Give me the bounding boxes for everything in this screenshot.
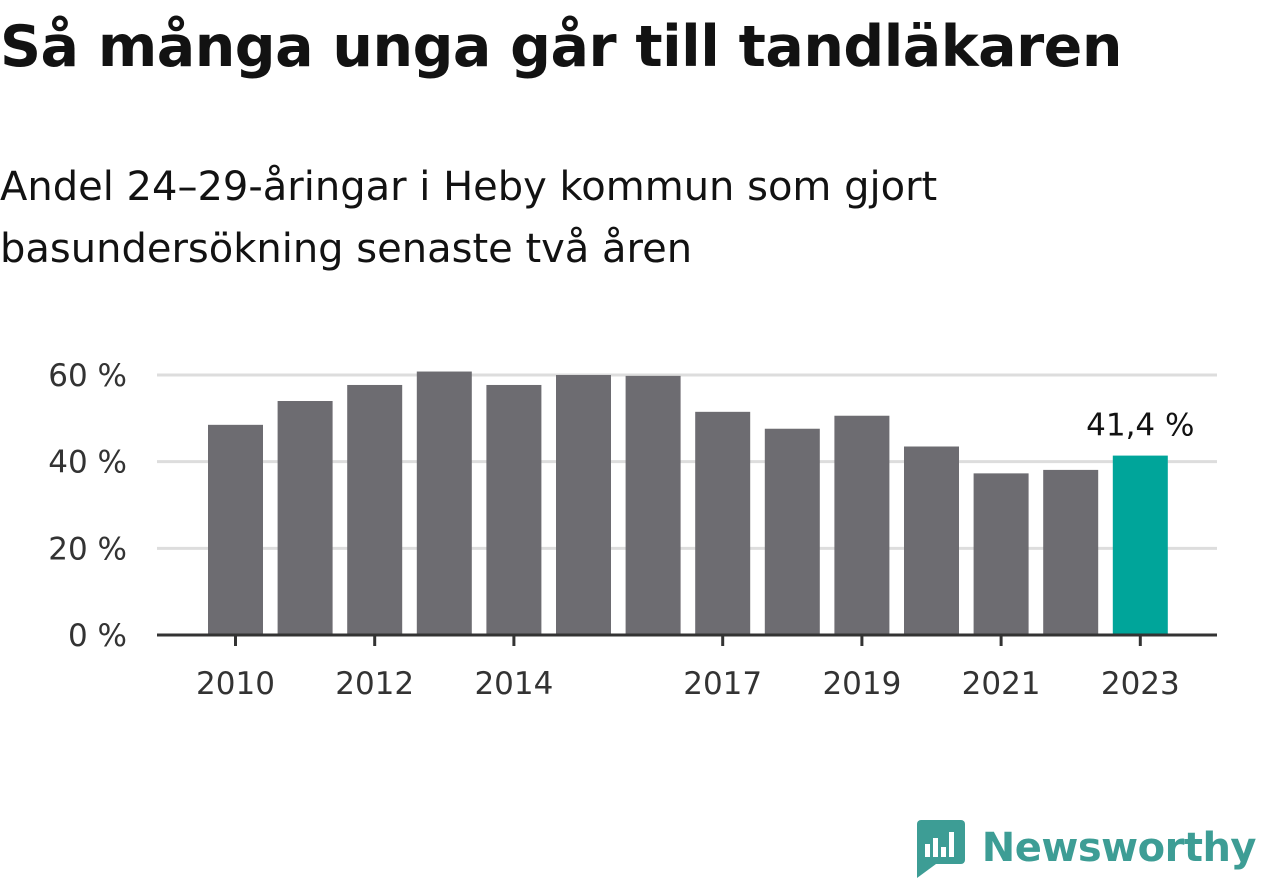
x-tick-label: 2019 <box>822 666 901 702</box>
x-axis <box>157 633 1217 646</box>
data-label: 41,4 % <box>1086 408 1194 444</box>
y-axis-labels: 0 % 20 % 40 % 60 % <box>48 358 127 654</box>
bar-2014 <box>486 384 542 635</box>
y-tick-label: 0 % <box>68 618 127 654</box>
newsworthy-logo-icon <box>916 820 965 878</box>
bar-2013 <box>416 371 472 635</box>
newsworthy-logo: Newsworthy <box>916 818 1257 878</box>
y-tick-label: 40 % <box>48 445 127 481</box>
y-tick-label: 60 % <box>48 358 127 394</box>
bars <box>208 371 1168 635</box>
y-tick-label: 20 % <box>48 531 127 567</box>
bar-2021 <box>973 473 1029 635</box>
bar-2019 <box>834 415 890 635</box>
bar-2023 <box>1112 455 1168 635</box>
bar-2011 <box>277 401 333 635</box>
chart-subtitle: Andel 24–29-åringar i Heby kommun som gj… <box>0 164 938 272</box>
bar-2022 <box>1043 469 1099 635</box>
bar-2017 <box>695 411 751 635</box>
x-tick-label: 2023 <box>1101 666 1180 702</box>
x-axis-labels: 2010 2012 2014 2017 2019 2021 2023 <box>196 666 1180 702</box>
annotations: 41,4 % <box>1086 408 1194 444</box>
bar-2012 <box>347 384 403 635</box>
x-tick-label: 2017 <box>683 666 762 702</box>
x-tick-label: 2010 <box>196 666 275 702</box>
bar-2016 <box>625 375 681 635</box>
bar-2015 <box>556 375 611 635</box>
bar-2020 <box>904 446 959 635</box>
logo-text: Newsworthy <box>981 825 1257 871</box>
x-tick-label: 2021 <box>962 666 1041 702</box>
bar-2018 <box>764 428 820 635</box>
bar-2010 <box>208 424 263 635</box>
gridlines <box>157 373 1217 550</box>
x-tick-label: 2014 <box>474 666 553 702</box>
chart-title: Så många unga går till tandläkaren <box>0 14 1122 80</box>
x-tick-label: 2012 <box>335 666 414 702</box>
